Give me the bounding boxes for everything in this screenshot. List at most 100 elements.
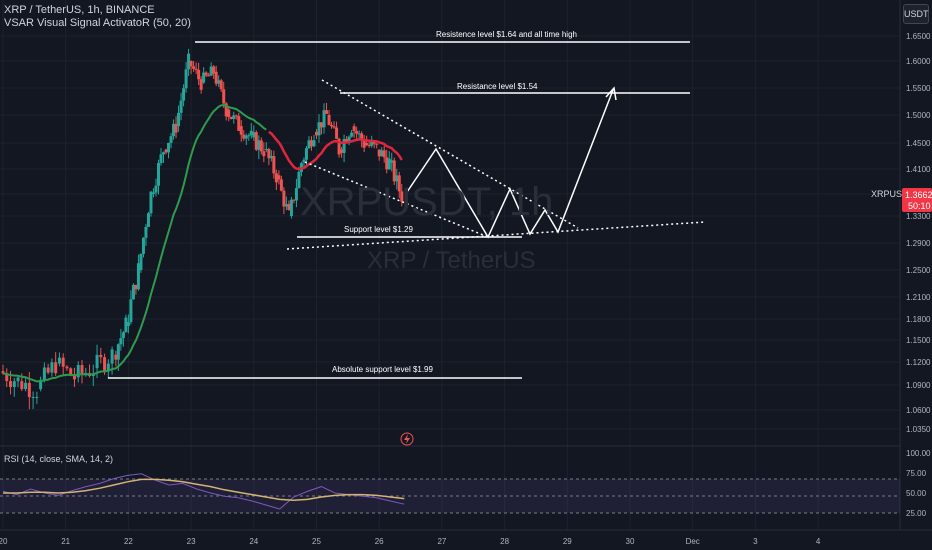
candle-body — [232, 115, 236, 119]
descending-trendline[interactable] — [321, 79, 579, 229]
price-tick-label: 1.1200 — [906, 358, 931, 367]
candle-body — [312, 140, 316, 147]
candle-body — [224, 103, 228, 117]
time-tick-label: 23 — [187, 537, 196, 546]
price-tick-label: 1.5000 — [906, 111, 931, 120]
candle-body — [214, 71, 218, 84]
candle-body — [179, 100, 183, 113]
candle-body — [50, 362, 54, 373]
candle-body — [169, 136, 173, 143]
candle-body — [126, 322, 130, 326]
candle-body — [116, 344, 120, 360]
candle-body — [57, 357, 61, 364]
candle-body — [149, 191, 153, 214]
candle-body — [141, 237, 145, 254]
rsi-axis: 100.00 75.00 50.00 25.00 — [906, 449, 931, 518]
price-tick-label: 1.6500 — [906, 32, 931, 41]
time-tick-label: 25 — [312, 537, 321, 546]
annotation-ath: Resistence level $1.64 and all time high — [436, 30, 577, 39]
candle-body — [360, 133, 364, 141]
candle-body — [54, 362, 58, 374]
candle-body — [202, 72, 206, 83]
indicator-title[interactable]: VSAR Visual Signal ActivatoR (50, 20) — [4, 17, 191, 29]
candle-body — [279, 179, 283, 191]
candle-body — [136, 263, 140, 290]
price-tick-label: 1.0900 — [906, 381, 931, 390]
projection-arrowhead — [605, 86, 617, 101]
candle-body — [377, 149, 381, 157]
candle-body — [151, 192, 155, 194]
candle-body — [31, 396, 35, 398]
candle-body — [367, 145, 371, 147]
candle-body — [187, 53, 191, 70]
candle-body — [320, 122, 324, 128]
candle-body — [277, 175, 281, 180]
price-tick-label: 1.1500 — [906, 336, 931, 345]
candle-body — [397, 175, 401, 192]
candle-body — [184, 69, 188, 89]
candle-body — [297, 171, 301, 189]
price-tag-countdown: 50:10 — [908, 201, 931, 211]
candle-body — [322, 110, 326, 128]
candle-body — [292, 199, 296, 201]
candle-body — [177, 112, 181, 127]
candle-body — [5, 373, 9, 382]
lightning-icon[interactable] — [400, 432, 414, 446]
candle-body — [269, 156, 273, 159]
candle-body — [350, 132, 354, 137]
candle-body — [284, 204, 288, 207]
time-tick-label: 30 — [626, 537, 635, 546]
candle-body — [294, 188, 298, 201]
time-tick-label: 21 — [61, 537, 70, 546]
time-tick-label: 4 — [816, 537, 821, 546]
candle-body — [362, 140, 366, 148]
candle-body — [27, 382, 31, 398]
candle-body — [307, 140, 311, 149]
candlestick-series — [1, 48, 404, 410]
rsi-tick-label: 25.00 — [906, 509, 927, 518]
candle-body — [167, 142, 171, 153]
annotation-resistance: Resistance level $1.54 — [457, 82, 538, 91]
price-tick-label: 1.3300 — [906, 212, 931, 221]
candle-body — [252, 132, 256, 138]
annotation-support: Support level $1.29 — [344, 225, 413, 234]
candle-body — [204, 72, 208, 76]
candle-body — [355, 131, 359, 134]
candle-body — [197, 69, 201, 80]
candle-body — [234, 115, 238, 117]
price-tick-label: 1.5500 — [906, 84, 931, 93]
candle-body — [217, 80, 221, 84]
drawing-layer[interactable] — [108, 41, 706, 379]
time-axis[interactable]: 20 21 22 23 24 25 26 27 28 29 30 Dec 3 4 — [0, 537, 821, 546]
candle-body — [335, 127, 339, 139]
candle-body — [99, 354, 103, 358]
symbol-title[interactable]: XRP / TetherUS, 1h, BINANCE — [4, 4, 155, 16]
rsi-label: RSI (14, close, SMA, 14, 2) — [4, 454, 113, 464]
candle-body — [12, 381, 16, 388]
candle-body — [242, 134, 246, 139]
candle-body — [302, 159, 306, 163]
price-axis[interactable]: 1.65001.60001.55001.50001.45001.41001.37… — [906, 32, 931, 434]
candle-body — [370, 141, 374, 146]
projected-path[interactable] — [404, 89, 614, 239]
candle-body — [24, 382, 28, 390]
candle-body — [114, 354, 118, 360]
candle-body — [330, 124, 334, 127]
rsi-tick-label: 100.00 — [906, 449, 931, 458]
price-tick-label: 1.0350 — [906, 425, 931, 434]
candle-body — [345, 139, 349, 143]
candle-body — [172, 123, 176, 137]
candle-body — [304, 148, 308, 160]
vsar-red-line — [268, 130, 403, 171]
candle-body — [209, 66, 213, 76]
candle-body — [385, 157, 389, 170]
candle-body — [199, 79, 203, 90]
price-tick-label: 1.4500 — [906, 139, 931, 148]
rsi-line — [2, 473, 405, 510]
time-tick-label: 24 — [249, 537, 258, 546]
time-tick-label: 27 — [437, 537, 446, 546]
candle-body — [20, 381, 24, 390]
candle-body — [212, 66, 216, 74]
currency-button[interactable]: USDT — [903, 4, 929, 24]
